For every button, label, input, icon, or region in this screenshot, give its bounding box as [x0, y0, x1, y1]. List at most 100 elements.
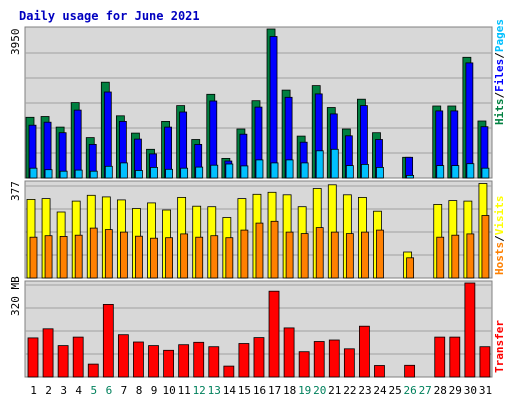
- hits-axis-max-label: 3950: [9, 29, 22, 56]
- pages-bar: [270, 162, 279, 179]
- pages-bar: [59, 170, 68, 179]
- day-label: 25: [388, 384, 401, 397]
- pages-bar: [195, 166, 204, 179]
- transfer-bar: [434, 336, 446, 378]
- pages-bar: [135, 170, 143, 179]
- transfer-bar: [163, 349, 174, 378]
- hosts-bar: [180, 233, 189, 279]
- visits-hosts-panel: [24, 180, 493, 279]
- files-bar: [465, 62, 474, 179]
- transfer-bar: [464, 282, 476, 378]
- hosts-bar: [29, 236, 38, 279]
- hosts-bar: [345, 233, 354, 279]
- pages-bar: [210, 164, 219, 179]
- day-axis-labels: 1 2 3 4 5 6 7 8 9 10 11 12 13 14 15 16 17 18 19 20 21 22 23 24 2…: [30, 384, 492, 397]
- transfer-bar: [72, 336, 84, 378]
- legend-hits: Hits: [493, 99, 506, 126]
- day-label: 29: [449, 384, 462, 397]
- hosts-bar: [74, 234, 83, 279]
- transfer-bar: [449, 336, 461, 378]
- pages-bar: [300, 162, 309, 179]
- transfer-bar: [253, 337, 265, 378]
- day-label: 16: [253, 384, 266, 397]
- legend-separator: /: [493, 52, 506, 59]
- transfer-bar: [268, 290, 280, 378]
- day-label: 12: [193, 384, 206, 397]
- pages-bar: [74, 169, 83, 179]
- pages-bar: [330, 148, 339, 179]
- pages-bar: [361, 163, 369, 179]
- transfer-bar: [27, 337, 39, 378]
- day-label: 13: [208, 384, 221, 397]
- pages-bar: [406, 174, 415, 179]
- hosts-bar: [466, 233, 475, 279]
- pages-bar: [119, 162, 128, 179]
- day-label: 9: [151, 384, 158, 397]
- transfer-bar: [328, 339, 340, 378]
- day-label: 10: [162, 384, 175, 397]
- hosts-bar: [406, 257, 415, 279]
- transfer-panel: [24, 280, 493, 378]
- pages-bar: [315, 150, 324, 179]
- pages-bar: [466, 163, 475, 179]
- pages-bar: [44, 169, 53, 179]
- pages-bar: [150, 166, 158, 179]
- hosts-bar: [165, 237, 173, 279]
- pages-bar: [89, 170, 98, 179]
- transfer-bar: [193, 341, 205, 378]
- transfer-bar: [208, 346, 220, 378]
- files-bar: [73, 109, 82, 179]
- day-label: 2: [45, 384, 52, 397]
- transfer-bar: [238, 343, 250, 378]
- visits-axis-max-label: 377: [9, 181, 22, 201]
- transfer-bar: [117, 334, 129, 378]
- hosts-bar: [481, 215, 490, 279]
- hosts-bar: [44, 235, 53, 279]
- legend-visits: Visits: [493, 196, 506, 236]
- hosts-bar: [376, 229, 384, 279]
- pages-bar: [436, 165, 445, 179]
- hosts-bar: [89, 227, 98, 279]
- transfer-bar: [133, 341, 144, 378]
- hosts-bar: [361, 231, 369, 279]
- hosts-bar: [451, 234, 460, 279]
- transfer-bar: [359, 325, 370, 378]
- hosts-bar: [119, 231, 128, 279]
- hits-files-pages-panel: [24, 26, 493, 179]
- day-label: 31: [479, 384, 492, 397]
- transfer-bar: [42, 328, 54, 378]
- transfer-bar: [479, 346, 491, 378]
- hosts-bar: [285, 231, 294, 279]
- day-label: 26: [403, 384, 416, 397]
- pages-bar: [345, 165, 354, 179]
- legend-pages: Pages: [493, 19, 506, 52]
- pages-bar: [225, 163, 234, 179]
- day-label: 14: [223, 384, 237, 397]
- day-label: 21: [328, 384, 341, 397]
- pages-bar: [376, 166, 384, 179]
- transfer-bar: [87, 363, 99, 378]
- hosts-bar: [300, 233, 309, 279]
- day-label: 17: [268, 384, 281, 397]
- pages-bar: [29, 167, 38, 179]
- day-label: 11: [178, 384, 191, 397]
- transfer-axis-max-label: 320 MB: [9, 276, 22, 316]
- hosts-bar: [270, 220, 279, 279]
- hits-files-pages-legend: Hits/Files/Pages: [493, 19, 506, 125]
- files-bar: [405, 156, 414, 179]
- day-label: 1: [30, 384, 37, 397]
- hosts-bar: [195, 236, 204, 279]
- legend-separator: /: [493, 235, 506, 242]
- transfer-bar: [102, 303, 114, 378]
- day-label: 5: [90, 384, 97, 397]
- hosts-bar: [135, 235, 143, 279]
- day-label: 23: [358, 384, 371, 397]
- pages-bar: [451, 165, 460, 179]
- pages-bar: [104, 165, 113, 179]
- legend-hosts: Hosts: [493, 242, 506, 275]
- legend-separator: /: [493, 92, 506, 99]
- files-bar: [269, 36, 278, 179]
- day-label: 7: [121, 384, 128, 397]
- day-label: 28: [434, 384, 447, 397]
- day-label: 27: [419, 384, 432, 397]
